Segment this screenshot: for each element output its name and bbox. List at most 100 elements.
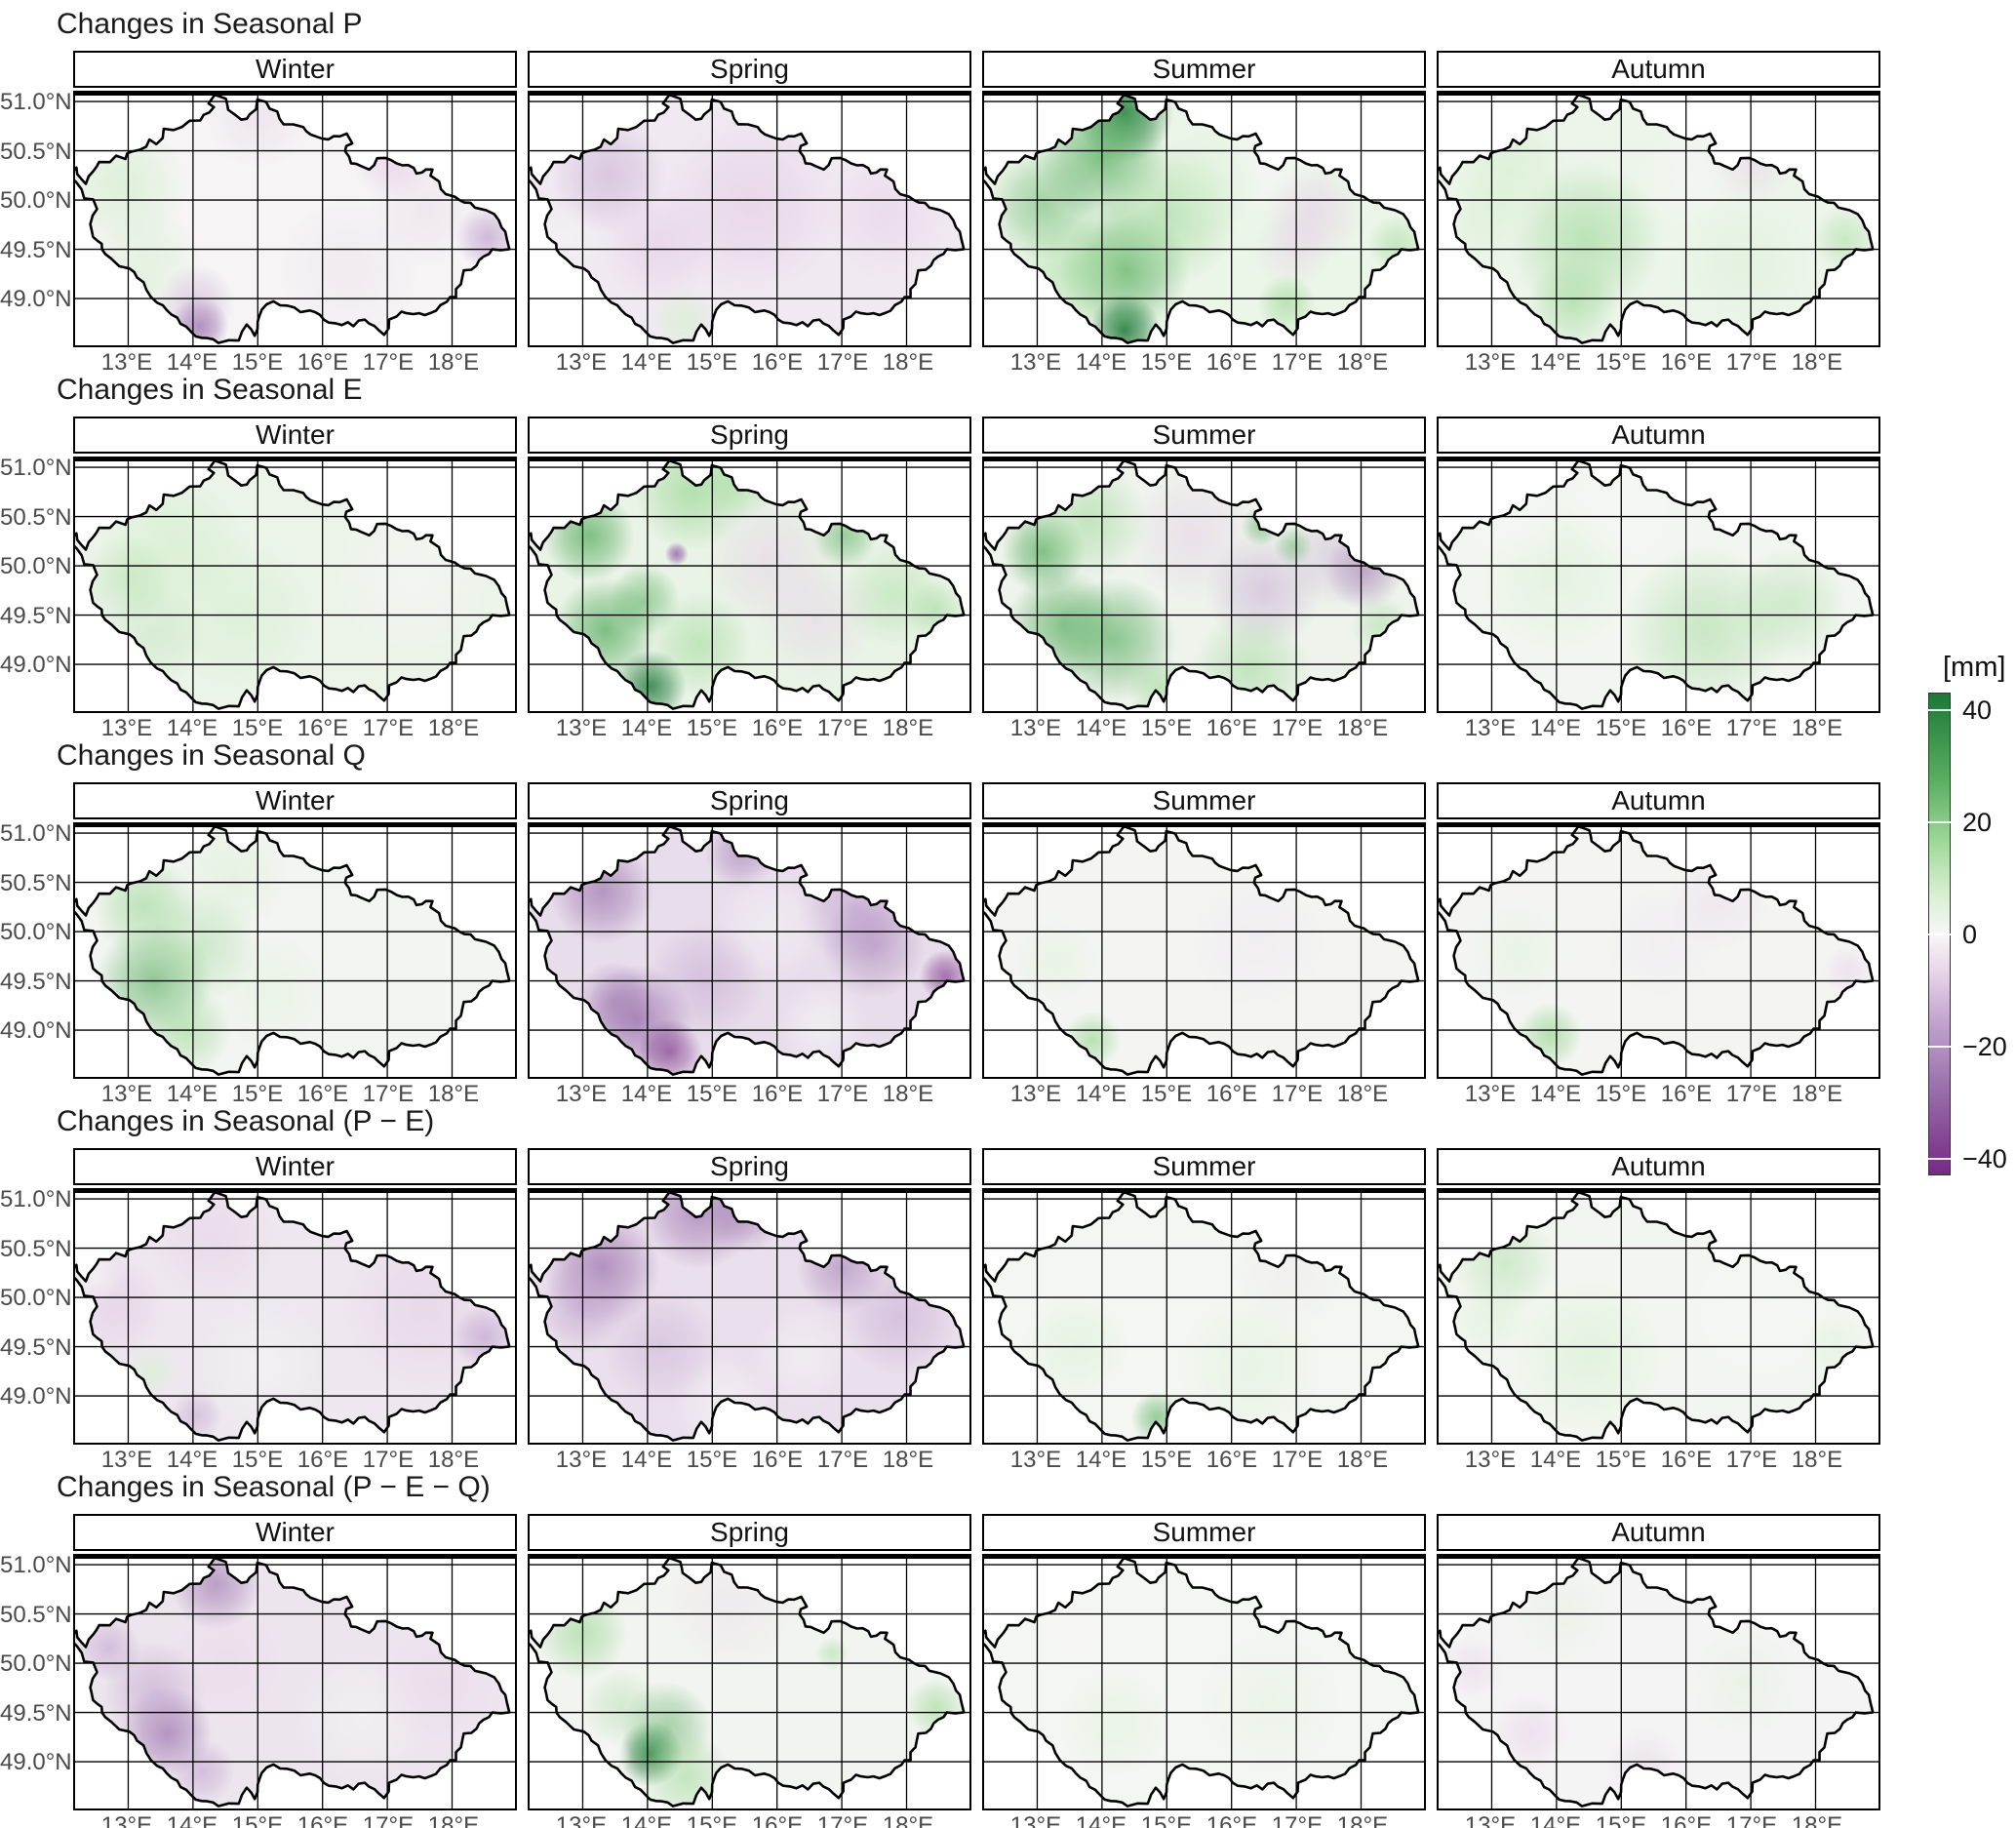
- map-czechia-spring: [530, 827, 969, 1077]
- facet-strip: Spring: [528, 51, 971, 88]
- x-tick-label: 13°E: [1464, 1081, 1517, 1107]
- facet-strip-label: Summer: [1152, 419, 1256, 450]
- x-tick-label: 14°E: [1075, 1447, 1127, 1473]
- row-title: Changes in Seasonal Q: [57, 739, 366, 772]
- map-czechia-winter: [75, 461, 515, 711]
- x-axis-labels: 13°E 14°E 15°E 16°E 17°E 18°E: [1437, 1447, 1880, 1473]
- colorbar-tick-mark: [1928, 709, 1951, 711]
- map-czechia-autumn: [1439, 827, 1878, 1077]
- x-tick-label: 13°E: [555, 1812, 608, 1828]
- x-tick-label: 14°E: [166, 1447, 218, 1473]
- x-tick-label: 14°E: [620, 1812, 673, 1828]
- map-area: [1437, 1188, 1880, 1445]
- x-tick-label: 18°E: [427, 715, 480, 741]
- panel-band: Winter 13°E 14°E 15°E 16°E 17°E 18°E Spring 13°E…: [73, 51, 1880, 376]
- x-tick-label: 16°E: [1206, 349, 1258, 376]
- x-tick-label: 14°E: [1529, 1447, 1582, 1473]
- x-tick-label: 18°E: [427, 1812, 480, 1828]
- x-tick-label: 13°E: [555, 1081, 608, 1107]
- x-tick-label: 17°E: [1725, 349, 1778, 376]
- x-tick-label: 14°E: [1529, 715, 1582, 741]
- facet-strip-label: Winter: [256, 54, 335, 84]
- map-czechia-spring: [530, 461, 969, 711]
- y-tick-label: 49.5°N: [0, 968, 72, 995]
- facet-strip: Spring: [528, 1148, 971, 1185]
- map-panel: Autumn 13°E 14°E 15°E 16°E 17°E 18°E: [1437, 782, 1880, 1107]
- colorbar-tick-mark: [1928, 1158, 1951, 1160]
- x-tick-label: 16°E: [751, 715, 804, 741]
- map-czechia-summer: [984, 96, 1424, 345]
- x-tick-label: 17°E: [816, 349, 869, 376]
- x-tick-label: 18°E: [1791, 1812, 1843, 1828]
- x-tick-label: 16°E: [1660, 349, 1713, 376]
- facet-strip-label: Spring: [710, 1517, 789, 1547]
- facet-strip: Summer: [982, 51, 1426, 88]
- x-axis-labels: 13°E 14°E 15°E 16°E 17°E 18°E: [982, 349, 1426, 376]
- x-tick-label: 17°E: [816, 1081, 869, 1107]
- panel-band: Winter 13°E 14°E 15°E 16°E 17°E 18°E Spring 13°E…: [73, 417, 1880, 741]
- y-tick-label: 49.5°N: [0, 236, 72, 263]
- facet-strip: Autumn: [1437, 1148, 1880, 1185]
- facet-strip-label: Winter: [256, 419, 335, 450]
- map-panel: Winter 13°E 14°E 15°E 16°E 17°E 18°E: [73, 782, 517, 1107]
- facet-strip-label: Summer: [1152, 54, 1256, 84]
- x-tick-label: 13°E: [100, 1447, 153, 1473]
- x-tick-label: 17°E: [816, 1447, 869, 1473]
- map-panel: Winter 13°E 14°E 15°E 16°E 17°E 18°E: [73, 417, 517, 741]
- map-czechia-autumn: [1439, 461, 1878, 711]
- x-axis-labels: 13°E 14°E 15°E 16°E 17°E 18°E: [1437, 349, 1880, 376]
- x-tick-label: 15°E: [1595, 1812, 1647, 1828]
- y-tick-label: 50.0°N: [0, 553, 72, 580]
- x-axis-labels: 13°E 14°E 15°E 16°E 17°E 18°E: [528, 715, 971, 741]
- map-area: [73, 822, 517, 1079]
- x-tick-label: 18°E: [1791, 715, 1843, 741]
- facet-strip-label: Spring: [710, 54, 789, 84]
- x-tick-label: 17°E: [1725, 1447, 1778, 1473]
- x-tick-label: 14°E: [166, 1081, 218, 1107]
- y-tick-label: 49.5°N: [0, 602, 72, 629]
- y-axis-labels: 51.0°N 50.5°N 50.0°N 49.5°N 49.0°N: [0, 8, 72, 378]
- row-title: Changes in Seasonal E: [57, 374, 363, 406]
- y-tick-label: 49.5°N: [0, 1699, 72, 1727]
- x-tick-label: 18°E: [882, 349, 934, 376]
- facet-strip: Winter: [73, 417, 517, 454]
- map-czechia-summer: [984, 461, 1424, 711]
- facet-strip: Winter: [73, 51, 517, 88]
- x-tick-label: 17°E: [1271, 715, 1324, 741]
- x-tick-label: 16°E: [751, 1812, 804, 1828]
- x-tick-label: 13°E: [555, 349, 608, 376]
- x-tick-label: 16°E: [1206, 715, 1258, 741]
- map-czechia-autumn: [1439, 1559, 1878, 1808]
- x-tick-label: 13°E: [1464, 715, 1517, 741]
- y-tick-label: 50.5°N: [0, 1235, 72, 1262]
- map-panel: Spring 13°E 14°E 15°E 16°E 17°E 18°E: [528, 51, 971, 376]
- y-tick-label: 50.5°N: [0, 1601, 72, 1628]
- map-panel: Summer 13°E 14°E 15°E 16°E 17°E 18°E: [982, 51, 1426, 376]
- x-tick-label: 16°E: [751, 349, 804, 376]
- colorbar-tick-label: −40: [1962, 1144, 2007, 1173]
- map-area: [1437, 457, 1880, 713]
- facet-strip-label: Winter: [256, 1517, 335, 1547]
- x-tick-label: 18°E: [1336, 1081, 1389, 1107]
- x-tick-label: 13°E: [555, 715, 608, 741]
- x-tick-label: 18°E: [427, 1447, 480, 1473]
- map-area: [528, 1188, 971, 1445]
- facet-strip-label: Autumn: [1611, 1517, 1706, 1547]
- x-axis-labels: 13°E 14°E 15°E 16°E 17°E 18°E: [73, 1812, 517, 1828]
- x-tick-label: 14°E: [1529, 1812, 1582, 1828]
- panel-band: Winter 13°E 14°E 15°E 16°E 17°E 18°E Spring 13°E…: [73, 1514, 1880, 1828]
- x-tick-label: 14°E: [1075, 715, 1127, 741]
- map-czechia-summer: [984, 827, 1424, 1077]
- row-title: Changes in Seasonal P: [57, 8, 363, 40]
- map-area: [982, 457, 1426, 713]
- x-tick-label: 14°E: [166, 715, 218, 741]
- row-title: Changes in Seasonal (P − E): [57, 1105, 435, 1137]
- map-area: [982, 822, 1426, 1079]
- x-tick-label: 17°E: [1271, 1081, 1324, 1107]
- map-czechia-autumn: [1439, 1193, 1878, 1443]
- x-tick-label: 17°E: [362, 1081, 415, 1107]
- colorbar-tick-label: 40: [1962, 695, 1993, 725]
- facet-strip: Summer: [982, 1148, 1426, 1185]
- x-tick-label: 15°E: [231, 715, 284, 741]
- x-tick-label: 18°E: [882, 1447, 934, 1473]
